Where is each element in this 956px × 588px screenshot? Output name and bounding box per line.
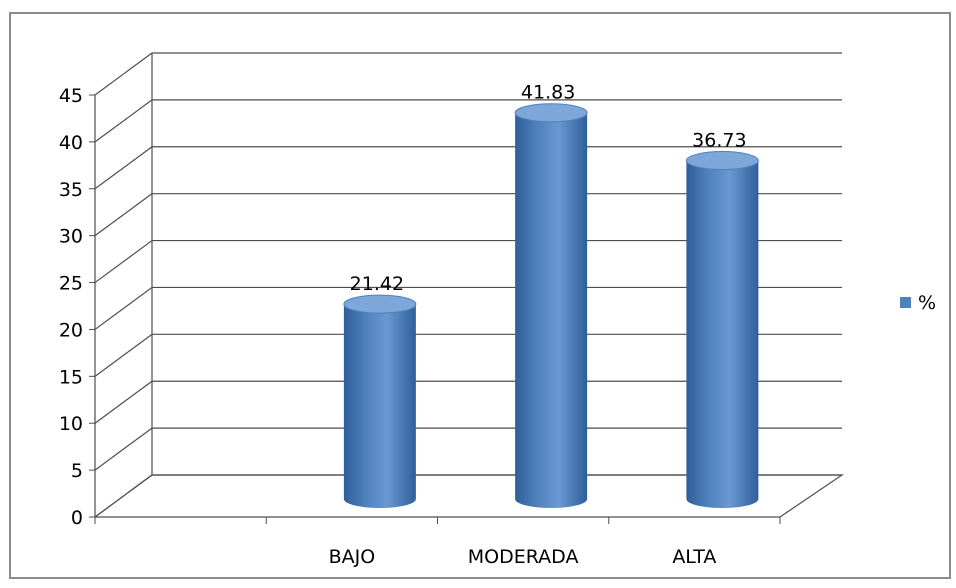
bar-body — [515, 112, 588, 509]
side-gridline — [94, 52, 153, 96]
bar-top — [343, 294, 417, 314]
data-label: 41.83 — [521, 82, 575, 104]
x-axis-ticks: BAJO MODERADA ALTA — [329, 546, 717, 568]
legend-swatch-icon — [900, 297, 911, 308]
bar-body — [686, 160, 759, 509]
y-tick-label: 40 — [59, 132, 83, 154]
side-gridline — [94, 99, 153, 143]
y-axis-ticks: 0 5 10 15 20 25 30 35 40 45 — [59, 85, 83, 529]
y-tick-label: 20 — [59, 319, 83, 341]
x-tick-label: ALTA — [672, 546, 716, 568]
side-gridline — [94, 333, 153, 377]
data-label: 36.73 — [692, 130, 746, 152]
x-tick-label: MODERADA — [468, 546, 579, 568]
y-tick-label: 25 — [59, 273, 83, 295]
bar-body — [343, 304, 416, 509]
legend: % — [900, 292, 936, 314]
side-gridline — [94, 427, 153, 471]
legend-label: % — [918, 292, 936, 314]
data-label: 21.42 — [350, 273, 404, 295]
y-tick-label: 0 — [71, 507, 83, 529]
y-tick-label: 30 — [59, 226, 83, 248]
side-gridline — [94, 380, 153, 424]
y-tick-label: 10 — [59, 413, 83, 435]
bars — [343, 103, 759, 509]
y-tick-label: 15 — [59, 366, 83, 388]
bar-top — [685, 151, 759, 171]
bar — [514, 103, 588, 509]
y-tick-label: 45 — [59, 85, 83, 107]
side-gridline — [94, 146, 153, 190]
bar — [685, 151, 759, 509]
bar-top — [514, 103, 588, 123]
side-gridline — [94, 240, 153, 284]
axes — [89, 94, 781, 524]
side-gridline — [94, 286, 153, 330]
y-tick-label: 35 — [59, 179, 83, 201]
data-labels: 21.42 41.83 36.73 — [350, 82, 747, 295]
bar — [343, 294, 417, 509]
chart-border — [9, 12, 951, 579]
y-tick-label: 5 — [71, 460, 83, 482]
x-tick-label: BAJO — [329, 546, 376, 568]
side-gridline — [94, 193, 153, 237]
floor-outline — [94, 474, 844, 518]
